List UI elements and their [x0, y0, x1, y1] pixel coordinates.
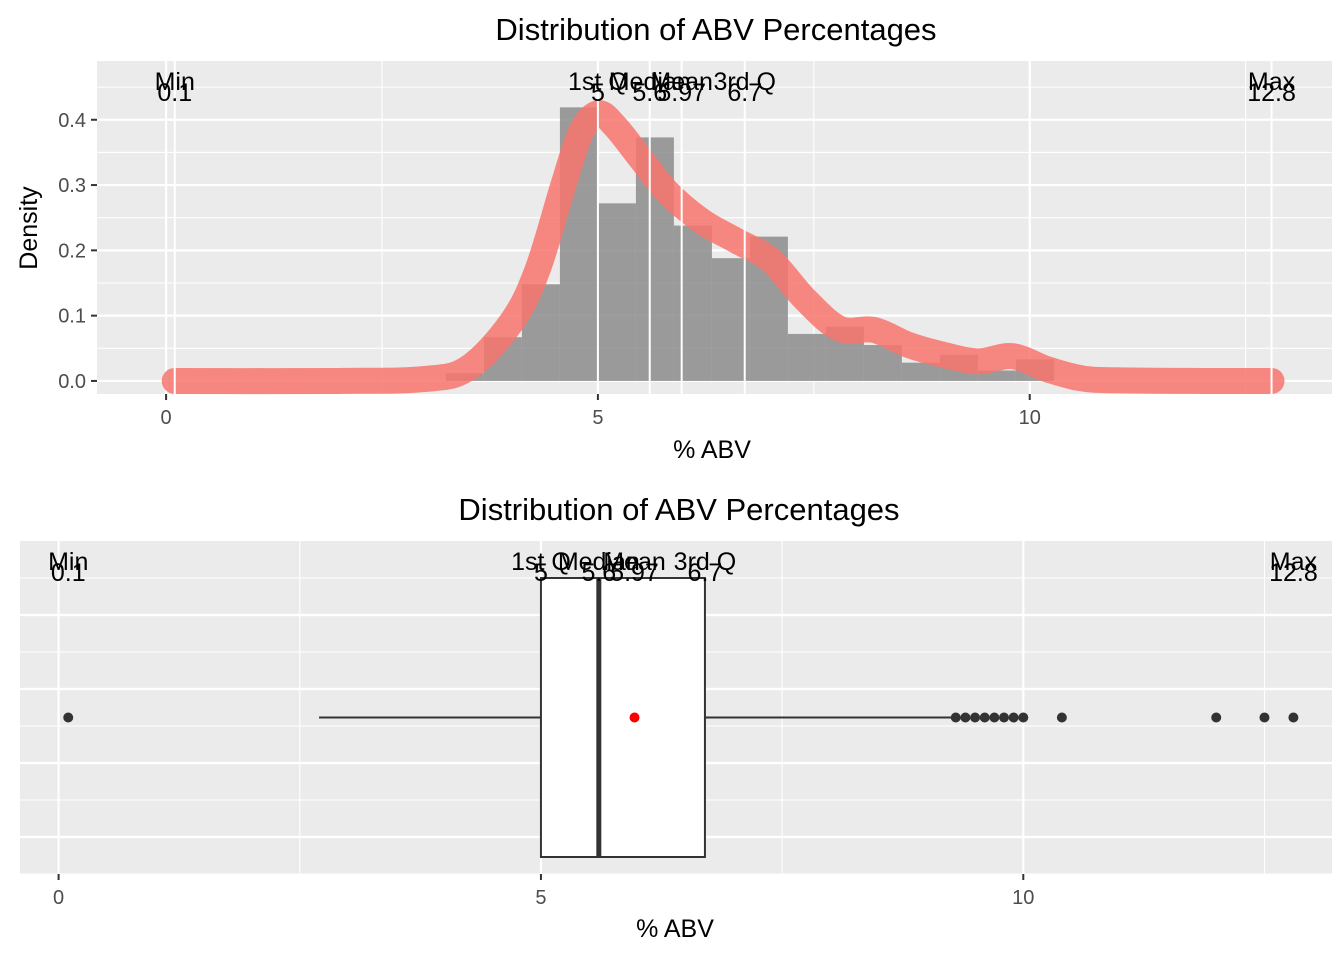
summary-value: 12.8 [1269, 559, 1318, 587]
outlier-point [1211, 712, 1222, 723]
summary-value: 6.7 [688, 559, 723, 587]
outlier-point [970, 712, 981, 723]
histogram-bar [901, 362, 940, 381]
summary-label: Max [1248, 68, 1296, 96]
summary-value: 6.7 [727, 79, 762, 107]
bottom-chart-title: Distribution of ABV Percentages [458, 492, 899, 527]
y-tick-label: 0.0 [58, 371, 86, 393]
outlier-point [63, 712, 74, 723]
summary-value: 5 [534, 559, 548, 587]
summary-label: Median [609, 68, 691, 96]
summary-value: 12.8 [1247, 79, 1296, 107]
summary-label: 1st Q [568, 68, 628, 96]
outlier-point [989, 712, 1000, 723]
top-y-axis-title: Density [15, 186, 43, 270]
summary-value: 0.1 [157, 79, 192, 107]
x-tick-label: 5 [535, 887, 546, 909]
summary-label: 1st Q [511, 548, 571, 576]
outlier-point [979, 712, 990, 723]
outlier-point [1056, 712, 1067, 723]
histogram-bar [673, 225, 712, 381]
x-tick-label: 0 [161, 407, 172, 429]
outlier-point [1288, 712, 1299, 723]
summary-value: 5 [591, 79, 605, 107]
outlier-point [1008, 712, 1019, 723]
summary-value: 5.97 [657, 79, 706, 107]
interquartile-box [539, 577, 706, 858]
outlier-point [1259, 712, 1270, 723]
histogram-bar [977, 370, 1016, 381]
top-chart-title: Distribution of ABV Percentages [495, 12, 936, 47]
summary-label: Min [155, 68, 195, 96]
summary-value: 5.6 [632, 79, 667, 107]
summary-label: Min [48, 548, 88, 576]
outlier-points [63, 712, 1299, 723]
summary-label: 3rd Q [713, 68, 776, 96]
outlier-point [950, 712, 961, 723]
summary-label: Max [1270, 548, 1318, 576]
outlier-point [960, 712, 971, 723]
x-tick-label: 10 [1012, 887, 1034, 909]
density-curve [161, 100, 1285, 395]
mean-point [629, 712, 640, 723]
histogram-bar [787, 333, 826, 381]
summary-label: Median [558, 548, 640, 576]
summary-value: 5.97 [610, 559, 659, 587]
x-tick-label: 0 [53, 887, 64, 909]
histogram-bar [597, 203, 636, 381]
summary-label: Mean [603, 548, 666, 576]
y-tick-label: 0.2 [58, 240, 86, 262]
x-tick-label: 5 [592, 407, 603, 429]
outlier-point [999, 712, 1009, 723]
y-tick-label: 0.3 [58, 175, 86, 197]
y-tick-label: 0.1 [58, 306, 86, 328]
summary-label: 3rd Q [674, 548, 737, 576]
summary-value: 5.6 [581, 559, 616, 587]
summary-label: Mean [650, 68, 713, 96]
summary-value: 0.1 [51, 559, 86, 587]
histogram-bar [711, 258, 750, 381]
outlier-point [1018, 712, 1029, 723]
top-x-axis-title: % ABV [673, 436, 751, 464]
y-tick-label: 0.4 [58, 110, 86, 132]
bottom-x-axis-title: % ABV [636, 915, 714, 943]
x-tick-label: 10 [1019, 407, 1041, 429]
